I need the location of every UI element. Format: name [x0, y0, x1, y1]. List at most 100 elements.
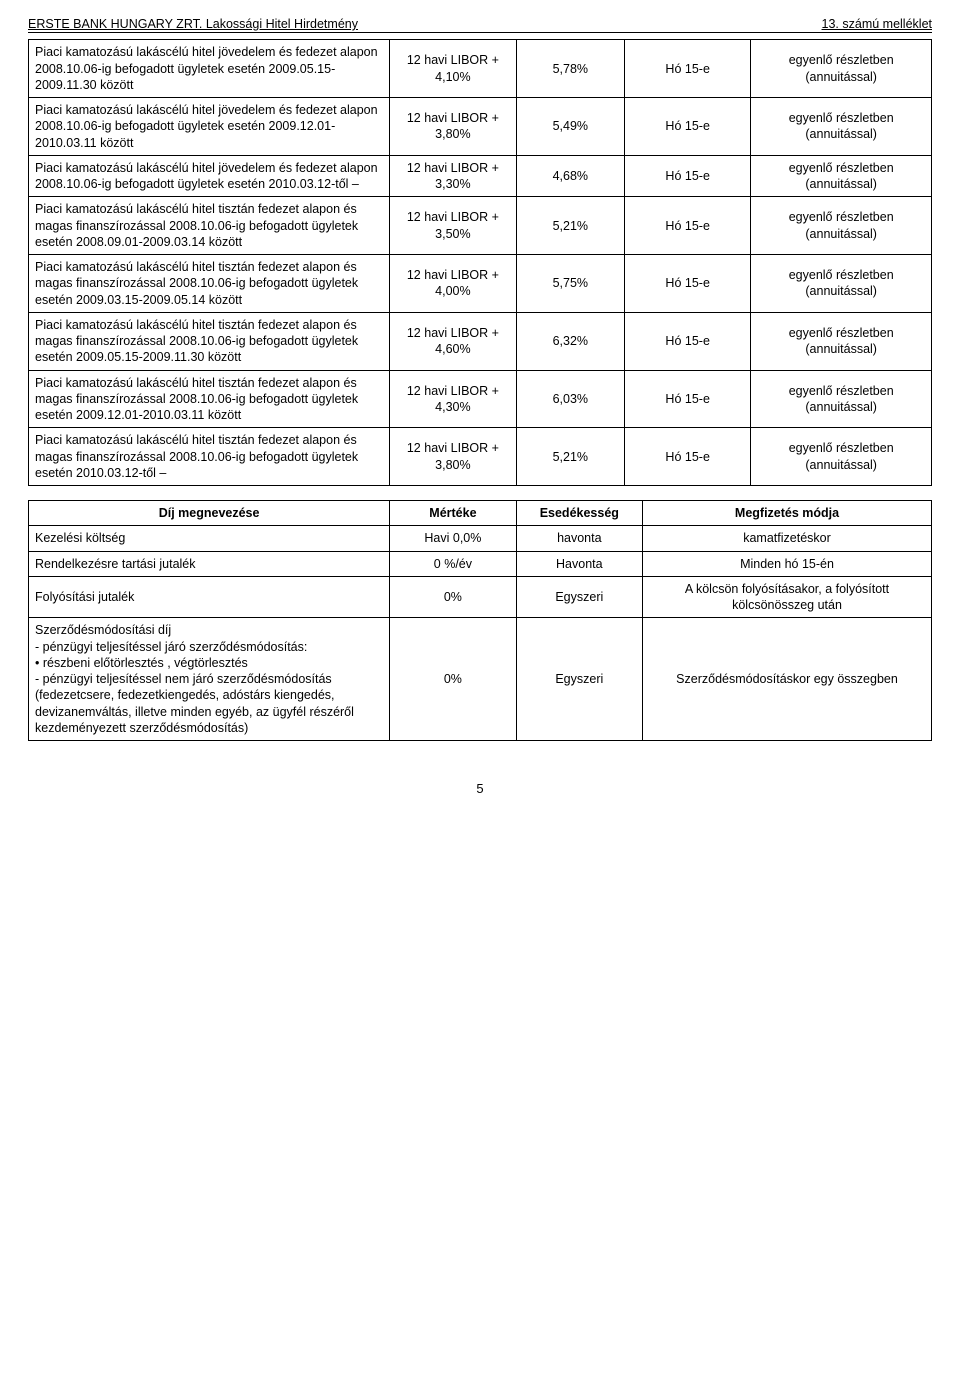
fee-how: A kölcsön folyósításakor, a folyósított … — [643, 576, 932, 618]
payment-cell: egyenlő részletben(annuitással) — [751, 155, 932, 197]
table-row: Piaci kamatozású lakáscélú hitel tisztán… — [29, 428, 932, 486]
payment-line2: (annuitással) — [757, 341, 925, 357]
payment-cell: egyenlő részletben(annuitással) — [751, 370, 932, 428]
rate-base: 12 havi LIBOR + — [396, 440, 509, 456]
fees-h3: Esedékesség — [516, 501, 642, 526]
due-cell: Hó 15-e — [624, 197, 750, 255]
payment-line1: egyenlő részletben — [757, 110, 925, 126]
rate-base: 12 havi LIBOR + — [396, 383, 509, 399]
product-cell: Piaci kamatozású lakáscélú hitel tisztán… — [29, 197, 390, 255]
header-left: ERSTE BANK HUNGARY ZRT. Lakossági Hitel … — [28, 16, 358, 32]
fees-h1: Díj megnevezése — [29, 501, 390, 526]
fee-name: Rendelkezésre tartási jutalék — [29, 551, 390, 576]
product-cell: Piaci kamatozású lakáscélú hitel jövedel… — [29, 155, 390, 197]
rate-base: 12 havi LIBOR + — [396, 209, 509, 225]
rate-spread: 3,80% — [396, 126, 509, 142]
fee-rate: Havi 0,0% — [390, 526, 516, 551]
percent-cell: 5,78% — [516, 40, 624, 98]
payment-cell: egyenlő részletben(annuitással) — [751, 98, 932, 156]
rate-cell: 12 havi LIBOR +3,30% — [390, 155, 516, 197]
fee-rate: 0 %/év — [390, 551, 516, 576]
due-cell: Hó 15-e — [624, 98, 750, 156]
fee-name: Kezelési költség — [29, 526, 390, 551]
due-cell: Hó 15-e — [624, 428, 750, 486]
fees-row: Szerződésmódosítási díj - pénzügyi telje… — [29, 618, 932, 741]
due-cell: Hó 15-e — [624, 255, 750, 313]
payment-cell: egyenlő részletben(annuitással) — [751, 197, 932, 255]
fee-how: Minden hó 15-én — [643, 551, 932, 576]
payment-line2: (annuitással) — [757, 457, 925, 473]
fees-h4: Megfizetés módja — [643, 501, 932, 526]
fee-rate: 0% — [390, 576, 516, 618]
due-cell: Hó 15-e — [624, 40, 750, 98]
payment-cell: egyenlő részletben(annuitással) — [751, 428, 932, 486]
payment-line1: egyenlő részletben — [757, 440, 925, 456]
table-row: Piaci kamatozású lakáscélú hitel jövedel… — [29, 98, 932, 156]
rate-spread: 4,00% — [396, 283, 509, 299]
table-row: Piaci kamatozású lakáscélú hitel tisztán… — [29, 197, 932, 255]
fees-table: Díj megnevezése Mértéke Esedékesség Megf… — [28, 500, 932, 741]
rate-base: 12 havi LIBOR + — [396, 160, 509, 176]
rate-base: 12 havi LIBOR + — [396, 267, 509, 283]
fees-row: Rendelkezésre tartási jutalék0 %/évHavon… — [29, 551, 932, 576]
fee-due: Egyszeri — [516, 576, 642, 618]
payment-line1: egyenlő részletben — [757, 160, 925, 176]
product-cell: Piaci kamatozású lakáscélú hitel tisztán… — [29, 428, 390, 486]
payment-line1: egyenlő részletben — [757, 52, 925, 68]
percent-cell: 6,32% — [516, 312, 624, 370]
payment-line2: (annuitással) — [757, 69, 925, 85]
table-row: Piaci kamatozású lakáscélú hitel tisztán… — [29, 312, 932, 370]
payment-line2: (annuitással) — [757, 126, 925, 142]
fees-h2: Mértéke — [390, 501, 516, 526]
rate-cell: 12 havi LIBOR +3,80% — [390, 98, 516, 156]
fees-header-row: Díj megnevezése Mértéke Esedékesség Megf… — [29, 501, 932, 526]
table-row: Piaci kamatozású lakáscélú hitel tisztán… — [29, 370, 932, 428]
rate-base: 12 havi LIBOR + — [396, 110, 509, 126]
rate-cell: 12 havi LIBOR +4,00% — [390, 255, 516, 313]
product-cell: Piaci kamatozású lakáscélú hitel tisztán… — [29, 255, 390, 313]
fee-name: Szerződésmódosítási díj - pénzügyi telje… — [29, 618, 390, 741]
payment-cell: egyenlő részletben(annuitással) — [751, 255, 932, 313]
rate-base: 12 havi LIBOR + — [396, 52, 509, 68]
rate-cell: 12 havi LIBOR +3,80% — [390, 428, 516, 486]
rate-spread: 4,30% — [396, 399, 509, 415]
product-cell: Piaci kamatozású lakáscélú hitel tisztán… — [29, 370, 390, 428]
payment-line2: (annuitással) — [757, 399, 925, 415]
percent-cell: 5,21% — [516, 428, 624, 486]
due-cell: Hó 15-e — [624, 312, 750, 370]
payment-cell: egyenlő részletben(annuitással) — [751, 312, 932, 370]
payment-line1: egyenlő részletben — [757, 267, 925, 283]
rate-cell: 12 havi LIBOR +4,60% — [390, 312, 516, 370]
payment-cell: egyenlő részletben(annuitással) — [751, 40, 932, 98]
percent-cell: 5,21% — [516, 197, 624, 255]
payment-line1: egyenlő részletben — [757, 325, 925, 341]
percent-cell: 5,75% — [516, 255, 624, 313]
percent-cell: 6,03% — [516, 370, 624, 428]
due-cell: Hó 15-e — [624, 155, 750, 197]
rate-spread: 3,30% — [396, 176, 509, 192]
product-cell: Piaci kamatozású lakáscélú hitel jövedel… — [29, 40, 390, 98]
fee-due: havonta — [516, 526, 642, 551]
page-number: 5 — [28, 781, 932, 798]
payment-line1: egyenlő részletben — [757, 383, 925, 399]
due-cell: Hó 15-e — [624, 370, 750, 428]
rate-spread: 3,50% — [396, 226, 509, 242]
payment-line2: (annuitással) — [757, 283, 925, 299]
rate-base: 12 havi LIBOR + — [396, 325, 509, 341]
table-row: Piaci kamatozású lakáscélú hitel jövedel… — [29, 155, 932, 197]
rate-spread: 3,80% — [396, 457, 509, 473]
header-right: 13. számú melléklet — [822, 16, 932, 32]
rate-cell: 12 havi LIBOR +3,50% — [390, 197, 516, 255]
table-row: Piaci kamatozású lakáscélú hitel jövedel… — [29, 40, 932, 98]
fee-how: Szerződésmódosításkor egy összegben — [643, 618, 932, 741]
page-header: ERSTE BANK HUNGARY ZRT. Lakossági Hitel … — [28, 16, 932, 33]
fee-due: Havonta — [516, 551, 642, 576]
table-row: Piaci kamatozású lakáscélú hitel tisztán… — [29, 255, 932, 313]
percent-cell: 4,68% — [516, 155, 624, 197]
fee-name: Folyósítási jutalék — [29, 576, 390, 618]
percent-cell: 5,49% — [516, 98, 624, 156]
product-cell: Piaci kamatozású lakáscélú hitel jövedel… — [29, 98, 390, 156]
payment-line2: (annuitással) — [757, 226, 925, 242]
rate-cell: 12 havi LIBOR +4,30% — [390, 370, 516, 428]
fee-due: Egyszeri — [516, 618, 642, 741]
